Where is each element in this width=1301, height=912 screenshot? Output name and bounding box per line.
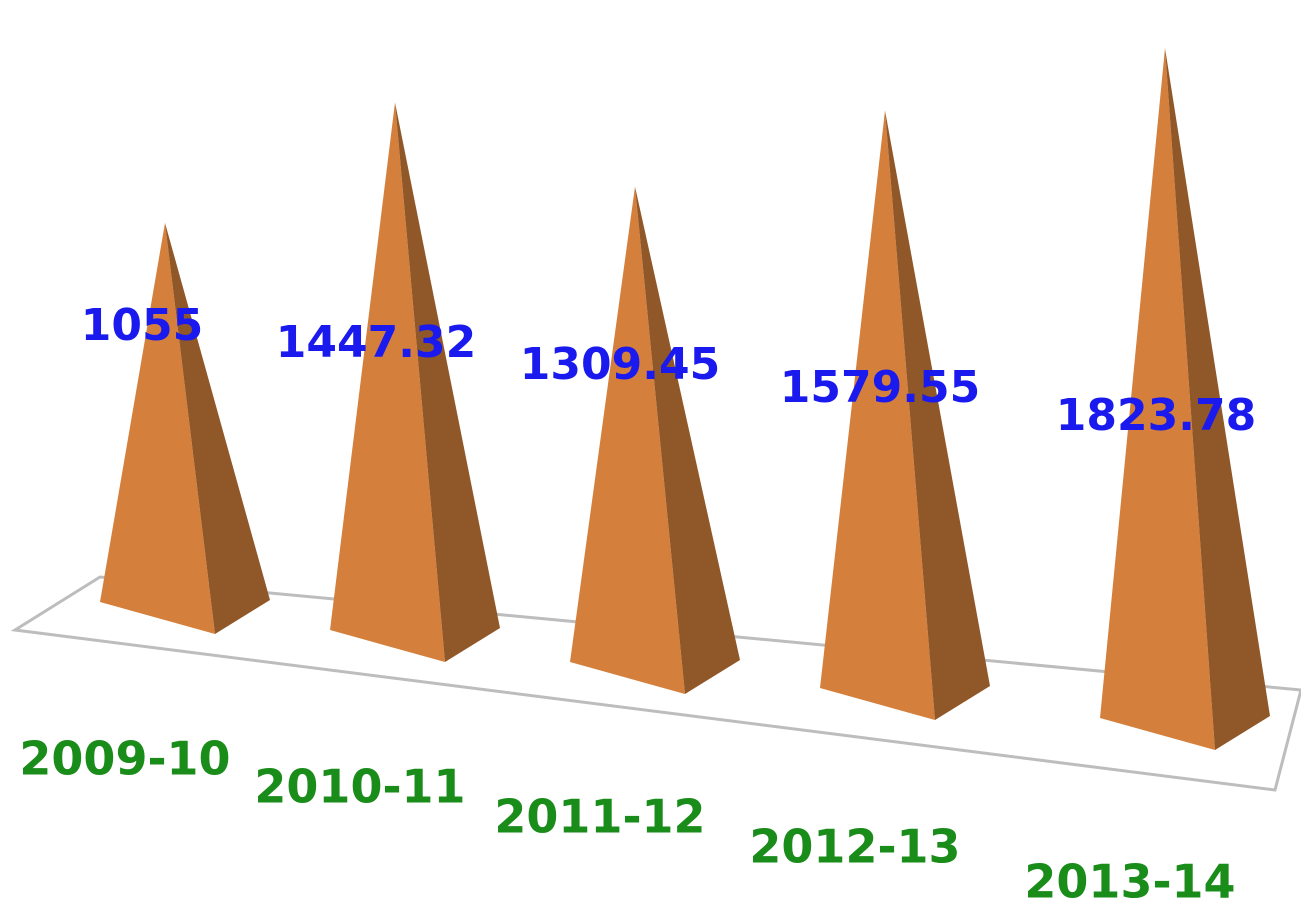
category-label: 2011-12 — [494, 790, 705, 844]
value-label: 1579.55 — [780, 362, 980, 413]
category-label: 2012-13 — [749, 820, 960, 874]
value-label: 1309.45 — [520, 339, 720, 390]
pyramid — [100, 222, 270, 635]
pyramid-front — [1100, 48, 1215, 750]
value-label: 1055 — [81, 300, 203, 351]
pyramid-side — [635, 186, 740, 694]
pyramid-side — [165, 222, 270, 635]
pyramid — [1100, 48, 1270, 750]
pyramid-front — [330, 102, 445, 662]
pyramid — [330, 102, 500, 662]
category-label: 2010-11 — [254, 760, 465, 814]
value-label: 1447.32 — [276, 317, 476, 368]
pyramid-front — [820, 110, 935, 721]
pyramid-side — [395, 102, 500, 662]
value-label: 1823.78 — [1056, 390, 1256, 441]
pyramid-front — [570, 186, 685, 694]
pyramid-side — [885, 110, 990, 721]
category-label: 2013-14 — [1024, 855, 1235, 909]
pyramid-front — [100, 222, 215, 635]
category-label: 2009-10 — [19, 732, 230, 786]
pyramid — [570, 186, 740, 694]
pyramid-side — [1165, 48, 1270, 750]
pyramid — [820, 110, 990, 721]
